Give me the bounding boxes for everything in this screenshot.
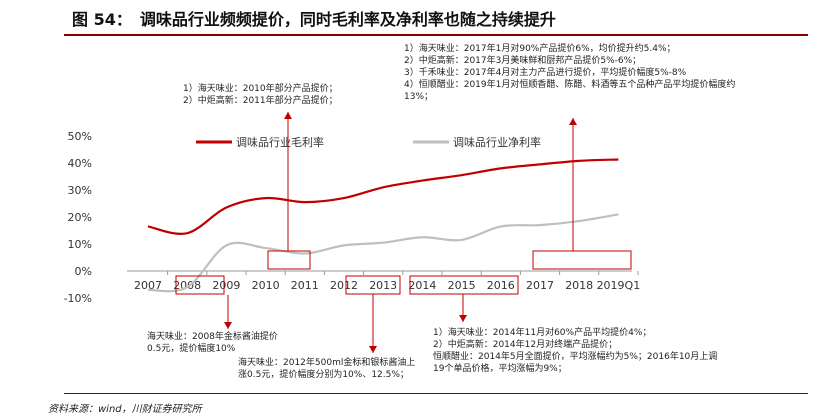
annotation-box-2014 (409, 275, 519, 295)
x-tick-label: 2019Q1 (597, 279, 641, 292)
annotation-arrow-2014-head (459, 315, 467, 322)
footer-rule (64, 393, 808, 394)
note-line: 恒顺醋业：2014年5月全面提价，平均涨幅约为5%；2016年10月上调 (433, 352, 718, 362)
note-line: 19个单品价格，平均涨幅为9%； (433, 364, 567, 374)
annotation-box-2017 (532, 250, 632, 270)
x-tick-label: 2011 (291, 279, 319, 292)
note-line: 1）海天味业：2014年11月对60%产品平均提价4%； (433, 328, 652, 338)
y-tick-label: 0% (75, 265, 92, 278)
source-note: 资料来源：wind，川财证券研究所 (48, 404, 202, 415)
page-title: 图 54： 调味品行业频频提价，同时毛利率及净利率也随之持续提升 (72, 10, 556, 29)
y-tick-label: 40% (68, 157, 92, 170)
note-bottom-left: 海天味业：2008年金标酱油提价 0.5元，提价幅度10% (147, 331, 278, 355)
annotation-box-2010 (267, 250, 311, 270)
x-tick-label: 2010 (252, 279, 280, 292)
note-line: 13%； (404, 92, 434, 102)
note-line: 海天味业：2012年500ml金标和银标酱油上 (238, 358, 416, 368)
note-bottom-right: 1）海天味业：2014年11月对60%产品平均提价4%； 2）中炬高新：2014… (433, 327, 717, 375)
annotation-arrow-2010-head (284, 112, 292, 119)
note-line: 涨0.5元，提价幅度分别为10%、12.5%； (238, 370, 409, 380)
note-line: 2）中炬高新：2014年12月对终端产品提价； (433, 340, 618, 350)
title-rule (64, 34, 808, 36)
x-tick-label: 2017 (526, 279, 554, 292)
note-line: 4）恒顺醋业：2019年1月对恒顺香醋、陈醋、料酒等五个品种产品平均提价幅度约 (404, 80, 736, 90)
x-tick-label: 2009 (212, 279, 240, 292)
note-bottom-mid: 海天味业：2012年500ml金标和银标酱油上 涨0.5元，提价幅度分别为10%… (238, 357, 415, 381)
annotation-arrow-2017-head (569, 118, 577, 125)
annotation-arrow-2012-head (369, 346, 377, 353)
note-top-right: 1）海天味业：2017年1月对90%产品提价6%，均价提升约5.4%； 2）中炬… (404, 43, 735, 103)
note-line: 1）海天味业：2010年部分产品提价； (183, 84, 338, 94)
note-line: 0.5元，提价幅度10% (147, 344, 236, 354)
y-tick-label: 10% (68, 238, 92, 251)
x-tick-label: 2016 (487, 279, 515, 292)
x-tick-label: 2012 (330, 279, 358, 292)
x-tick-label: 2018 (565, 279, 593, 292)
note-line: 1）海天味业：2017年1月对90%产品提价6%，均价提升约5.4%； (404, 44, 676, 54)
legend-label-gross: 调味品行业毛利率 (236, 135, 324, 149)
annotation-arrow-2008-head (224, 322, 232, 329)
note-line: 3）千禾味业：2017年4月对主力产品进行提价，平均提价幅度5%-8% (404, 68, 687, 78)
y-tick-label: 20% (68, 211, 92, 224)
title-bar: 图 54： 调味品行业频频提价，同时毛利率及净利率也随之持续提升 (0, 0, 818, 34)
note-line: 海天味业：2008年金标酱油提价 (147, 332, 278, 342)
note-line: 2）中炬高新：2017年3月美味鲜和厨邦产品提价5%-6%； (404, 56, 642, 66)
note-line: 2）中炬高新：2011年部分产品提价； (183, 96, 338, 106)
y-tick-label: 50% (68, 130, 92, 143)
y-tick-label: 30% (68, 184, 92, 197)
annotation-box-2008 (175, 275, 225, 295)
note-top-left: 1）海天味业：2010年部分产品提价； 2）中炬高新：2011年部分产品提价； (183, 83, 338, 107)
series-gross-margin-line (147, 158, 619, 235)
x-tick-label: 2013 (369, 279, 397, 292)
series-net-margin-line (147, 213, 619, 293)
x-tick-label: 2015 (448, 279, 476, 292)
y-tick-label: -10% (64, 292, 92, 305)
x-tick-label: 2014 (408, 279, 436, 292)
legend-label-net: 调味品行业净利率 (453, 135, 541, 149)
x-tick-label: 2007 (134, 279, 162, 292)
